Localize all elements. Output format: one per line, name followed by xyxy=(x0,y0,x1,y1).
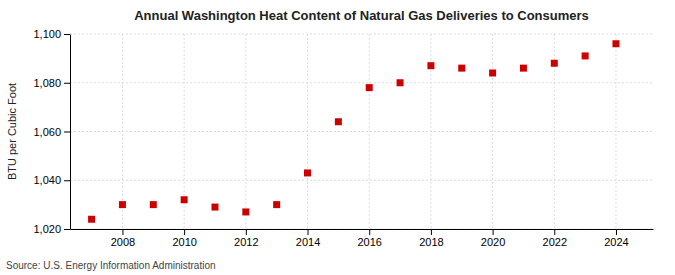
source: Source: U.S. Energy Information Administ… xyxy=(6,260,216,271)
grid-line-x xyxy=(369,34,370,229)
y-tick-label: 1,080 xyxy=(33,77,61,89)
y-tick-label: 1,020 xyxy=(33,223,61,235)
x-axis-line xyxy=(71,229,654,230)
x-tick-mark xyxy=(554,229,555,235)
point xyxy=(489,70,496,77)
point xyxy=(427,62,434,69)
grid-line-y xyxy=(70,34,653,35)
x-tick-label: 2022 xyxy=(543,236,567,248)
grid-line-x xyxy=(615,34,616,229)
y-tick-label: 1,100 xyxy=(33,28,61,40)
x-tick-mark xyxy=(308,229,309,235)
y-axis: 1,020 1,040 1,060 1,080 1,100 xyxy=(33,28,70,235)
x-tick: 2022 xyxy=(543,229,567,248)
grid-line-x xyxy=(307,34,308,229)
x-tick-label: 2010 xyxy=(172,236,196,248)
grid-line-x xyxy=(122,34,123,229)
grid-line-y xyxy=(70,82,653,83)
x-tick-mark xyxy=(369,229,370,235)
point xyxy=(273,201,280,208)
point xyxy=(211,204,218,211)
point xyxy=(304,169,311,176)
grid-line-y xyxy=(70,131,653,132)
point xyxy=(366,84,373,91)
x-tick: 2014 xyxy=(296,229,320,248)
x-tick-label: 2016 xyxy=(357,236,381,248)
x-tick: 2008 xyxy=(111,229,135,248)
x-tick-label: 2014 xyxy=(296,236,320,248)
point xyxy=(582,52,589,59)
grid-line-y xyxy=(70,229,653,230)
point xyxy=(551,60,558,67)
point xyxy=(242,208,249,215)
x-tick: 2012 xyxy=(234,229,258,248)
x-tick-mark xyxy=(122,229,123,235)
grid xyxy=(70,34,653,229)
x-tick-label: 2008 xyxy=(111,236,135,248)
x-tick-label: 2020 xyxy=(481,236,505,248)
y-tick-label: 1,040 xyxy=(33,174,61,186)
point xyxy=(458,65,465,72)
point xyxy=(181,196,188,203)
y-tick-mark xyxy=(64,229,70,230)
chart: 2008 2010 2012 2014 2016 2018 2020 2022 2024 1,02… xyxy=(0,0,675,275)
point xyxy=(335,118,342,125)
grid-line-x xyxy=(492,34,493,229)
y-axis-line xyxy=(70,35,71,230)
x-tick-label: 2018 xyxy=(419,236,443,248)
x-axis: 2008 2010 2012 2014 2016 2018 2020 2022 2024 xyxy=(71,229,654,248)
x-tick-mark xyxy=(431,229,432,235)
x-tick-mark xyxy=(616,229,617,235)
y-tick: 1,100 xyxy=(33,28,70,40)
y-tick: 1,060 xyxy=(33,126,70,138)
point xyxy=(88,216,95,223)
x-tick-mark xyxy=(246,229,247,235)
y-tick-mark xyxy=(64,180,70,181)
x-tick-mark xyxy=(184,229,185,235)
points xyxy=(88,40,619,223)
x-tick: 2020 xyxy=(481,229,505,248)
grid-line-x xyxy=(245,34,246,229)
y-tick-mark xyxy=(64,132,70,133)
grid-line-y xyxy=(70,180,653,181)
y-tick: 1,080 xyxy=(33,77,70,89)
point xyxy=(612,40,619,47)
x-tick-label: 2024 xyxy=(604,236,628,248)
x-tick: 2010 xyxy=(172,229,196,248)
point xyxy=(397,79,404,86)
x-tick-label: 2012 xyxy=(234,236,258,248)
x-tick: 2016 xyxy=(357,229,381,248)
title: Annual Washington Heat Content of Natura… xyxy=(134,8,589,23)
x-tick: 2018 xyxy=(419,229,443,248)
x-tick-mark xyxy=(493,229,494,235)
y-tick-mark xyxy=(64,34,70,35)
y-tick: 1,020 xyxy=(33,223,70,235)
y-axis-title: BTU per Cubic Foot xyxy=(6,83,18,180)
x-tick: 2024 xyxy=(604,229,628,248)
y-tick: 1,040 xyxy=(33,174,70,186)
point xyxy=(119,201,126,208)
y-tick-label: 1,060 xyxy=(33,126,61,138)
point xyxy=(520,65,527,72)
point xyxy=(150,201,157,208)
y-tick-mark xyxy=(64,83,70,84)
